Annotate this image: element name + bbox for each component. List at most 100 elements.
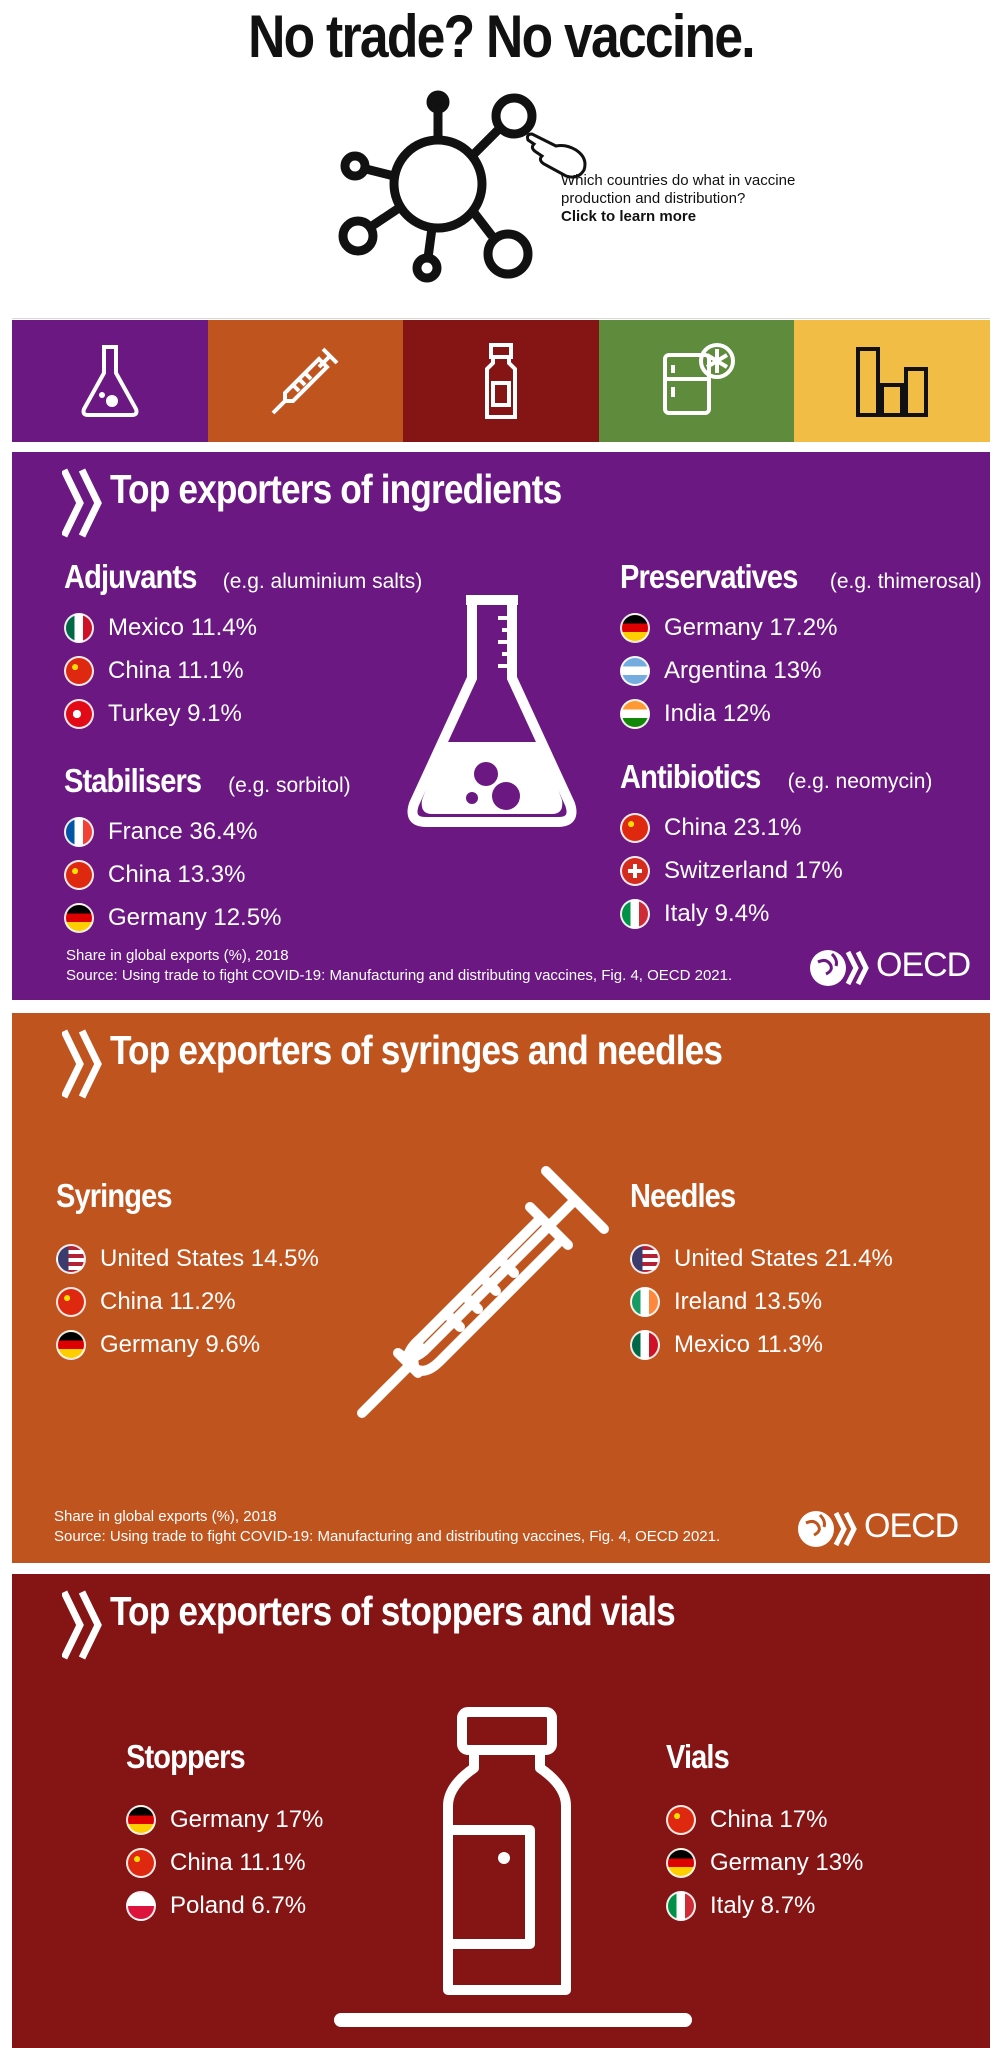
group-title: Adjuvants — [64, 558, 197, 595]
source-note: Share in global exports (%), 2018 Source… — [66, 946, 732, 986]
list-item: China 17% — [666, 1798, 863, 1841]
item-label: China 23.1% — [664, 813, 802, 841]
argentina-flag-icon — [620, 655, 650, 686]
list-item: Mexico 11.4% — [64, 606, 422, 649]
list-item: China 11.1% — [64, 649, 422, 692]
list-item: Italy 9.4% — [620, 892, 932, 935]
list-item: China 13.3% — [64, 853, 351, 896]
stabilisers-group: Stabilisers (e.g. sorbitol) France 36.4%… — [64, 762, 351, 939]
hero-banner: No trade? No vaccine. Which countries do… — [12, 0, 990, 319]
list-item: China 11.2% — [56, 1280, 319, 1323]
item-label: Switzerland 17% — [664, 856, 843, 884]
list-item: Germany 12.5% — [64, 896, 351, 939]
group-title: Preservatives — [620, 558, 798, 595]
item-label: United States 14.5% — [100, 1244, 319, 1272]
list-item: Turkey 9.1% — [64, 692, 422, 735]
list-item: Ireland 13.5% — [630, 1280, 893, 1323]
infographic-page: No trade? No vaccine. Which countries do… — [12, 0, 990, 2048]
note-source: Source: Using trade to fight COVID-19: M… — [54, 1528, 721, 1545]
item-label: Italy 9.4% — [664, 899, 770, 927]
section-title: Top exporters of stoppers and vials — [110, 1588, 676, 1634]
item-label: Mexico 11.3% — [674, 1330, 823, 1358]
preservatives-group: Preservatives (e.g. thimerosal) Germany … — [620, 558, 982, 735]
vial-icon — [484, 343, 517, 419]
item-label: France 36.4% — [108, 817, 258, 845]
needles-group: Needles United States 21.4% Ireland 13.5… — [630, 1177, 893, 1366]
stoppers-vials-section: Top exporters of stoppers and vials Stop… — [12, 1574, 990, 2048]
chevron-icon — [62, 1029, 102, 1099]
india-flag-icon — [620, 698, 650, 729]
italy-flag-icon — [620, 898, 650, 929]
section-title: Top exporters of syringes and needles — [110, 1027, 723, 1073]
item-label: Germany 13% — [710, 1848, 864, 1876]
item-label: Turkey 9.1% — [108, 699, 242, 727]
china-flag-icon — [64, 859, 94, 890]
oecd-logo[interactable]: OECD — [796, 1507, 966, 1551]
china-flag-icon — [126, 1847, 156, 1878]
china-flag-icon — [64, 655, 94, 686]
list-item: United States 21.4% — [630, 1237, 893, 1280]
list-item: Germany 17.2% — [620, 606, 982, 649]
oecd-text: OECD — [876, 946, 971, 984]
oecd-text: OECD — [864, 1507, 959, 1545]
item-label: Germany 17% — [170, 1805, 324, 1833]
syringe-illustration-icon — [357, 1166, 609, 1418]
list-item: Poland 6.7% — [126, 1884, 323, 1927]
chevron-icon — [62, 468, 102, 538]
vial-illustration-icon — [443, 1707, 571, 1995]
group-example: (e.g. sorbitol) — [228, 774, 351, 797]
page-title: No trade? No vaccine. — [248, 3, 756, 70]
item-label: China 13.3% — [108, 860, 246, 888]
oecd-logo[interactable]: OECD — [808, 946, 978, 990]
note-year: Share in global exports (%), 2018 — [54, 1508, 277, 1525]
learn-more-cta[interactable]: Which countries do what in vaccine produ… — [561, 172, 861, 226]
chevron-icon — [62, 1590, 102, 1660]
list-item: China 11.1% — [126, 1841, 323, 1884]
ireland-flag-icon — [630, 1286, 660, 1317]
tab-ingredients[interactable] — [12, 320, 208, 442]
switzerland-flag-icon — [620, 855, 650, 886]
item-label: Ireland 13.5% — [674, 1287, 823, 1315]
item-label: China 17% — [710, 1805, 828, 1833]
china-flag-icon — [56, 1286, 86, 1317]
china-flag-icon — [620, 812, 650, 843]
virus-icon[interactable] — [332, 88, 602, 288]
germany-flag-icon — [64, 902, 94, 933]
tab-storage[interactable] — [598, 320, 795, 442]
item-label: Poland 6.7% — [170, 1891, 307, 1919]
category-tabs — [12, 320, 990, 442]
list-item: Switzerland 17% — [620, 849, 932, 892]
list-item: India 12% — [620, 692, 982, 735]
tab-vials[interactable] — [403, 320, 599, 442]
germany-flag-icon — [56, 1329, 86, 1360]
tab-statistics[interactable] — [794, 320, 990, 442]
syringes-section: Top exporters of syringes and needles Sy… — [12, 1013, 990, 1563]
group-title: Syringes — [56, 1177, 173, 1214]
tab-syringes[interactable] — [207, 320, 404, 442]
bar-chart-icon — [856, 347, 929, 417]
germany-flag-icon — [666, 1847, 696, 1878]
globe-chevron-icon — [798, 1511, 857, 1547]
italy-flag-icon — [666, 1890, 696, 1921]
item-label: China 11.1% — [170, 1848, 306, 1876]
item-label: China 11.2% — [100, 1287, 236, 1315]
note-year: Share in global exports (%), 2018 — [66, 947, 289, 964]
pointer-hand-icon — [526, 132, 587, 179]
syringe-icon — [271, 347, 339, 415]
item-label: Germany 12.5% — [108, 903, 282, 931]
group-title: Needles — [630, 1177, 736, 1214]
china-flag-icon — [666, 1804, 696, 1835]
note-source: Source: Using trade to fight COVID-19: M… — [66, 967, 733, 984]
mexico-flag-icon — [630, 1329, 660, 1360]
germany-flag-icon — [126, 1804, 156, 1835]
group-example: (e.g. neomycin) — [787, 770, 933, 793]
home-indicator[interactable] — [334, 2013, 692, 2027]
item-label: Germany 9.6% — [100, 1330, 261, 1358]
list-item: Germany 17% — [126, 1798, 323, 1841]
group-title: Vials — [666, 1738, 730, 1775]
adjuvants-group: Adjuvants (e.g. aluminium salts) Mexico … — [64, 558, 422, 735]
learn-more-link[interactable]: Click to learn more — [561, 208, 697, 225]
list-item: China 23.1% — [620, 806, 932, 849]
freezer-icon — [662, 343, 735, 415]
item-label: Mexico 11.4% — [108, 613, 257, 641]
